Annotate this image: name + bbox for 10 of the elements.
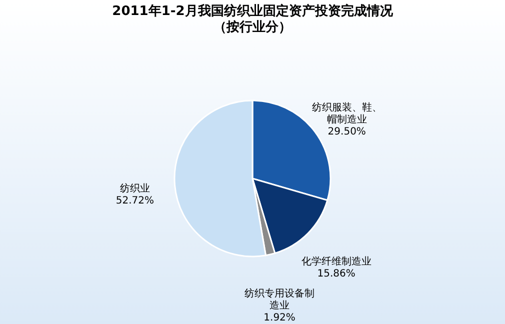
slice-label: 纺织服装、鞋、帽制造业 — [312, 102, 382, 126]
data-label: 1.92% — [264, 312, 296, 324]
chart-title: 2011年1-2月我国纺织业固定资产投资完成情况 — [112, 3, 394, 19]
slice-label: 化学纤维制造业 — [301, 256, 372, 268]
data-label: 52.72% — [116, 196, 154, 207]
slice-label: 纺织业 — [120, 182, 150, 195]
chart-subtitle: （按行业分） — [214, 19, 292, 35]
data-label: 29.50% — [328, 126, 366, 138]
data-label: 15.86% — [317, 268, 356, 280]
slice-label: 纺织专用设备制造业 — [244, 287, 315, 312]
